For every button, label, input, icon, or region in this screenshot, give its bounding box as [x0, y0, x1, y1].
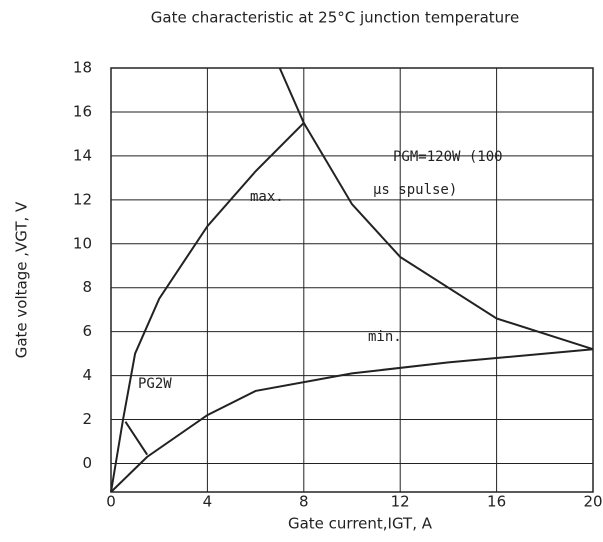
annotation: min. [368, 329, 402, 345]
y-tick-label: 12 [73, 190, 92, 208]
annotation: max. [250, 189, 284, 205]
y-tick-label: 10 [73, 234, 92, 252]
y-tick-label: 18 [73, 59, 92, 77]
curve [110, 348, 594, 493]
x-tick-label: 0 [106, 493, 116, 511]
x-tick-label: 20 [583, 493, 602, 511]
curve [124, 421, 148, 456]
y-tick-label: 0 [82, 454, 92, 472]
y-tick-label: 6 [82, 322, 92, 340]
annotation: PGM=120W (100 [393, 149, 503, 165]
chart-title: Gate characteristic at 25°C junction tem… [151, 9, 519, 27]
y-tick-label: 14 [73, 146, 92, 164]
y-tick-label: 4 [82, 366, 92, 384]
y-tick-label: 2 [82, 410, 92, 428]
annotation: PG2W [138, 376, 172, 392]
x-tick-label: 16 [487, 493, 506, 511]
x-tick-label: 4 [203, 493, 213, 511]
curve [110, 122, 305, 493]
x-axis-label: Gate current,IGT, A [288, 515, 433, 533]
x-tick-label: 8 [299, 493, 309, 511]
plot-frame [110, 67, 594, 493]
x-tick-label: 12 [391, 493, 410, 511]
y-tick-label: 16 [73, 102, 92, 120]
annotation: μs spulse) [373, 182, 457, 198]
curve [278, 67, 594, 351]
y-tick-label: 8 [82, 278, 92, 296]
y-axis-label: Gate voltage ,VGT, V [13, 201, 31, 358]
